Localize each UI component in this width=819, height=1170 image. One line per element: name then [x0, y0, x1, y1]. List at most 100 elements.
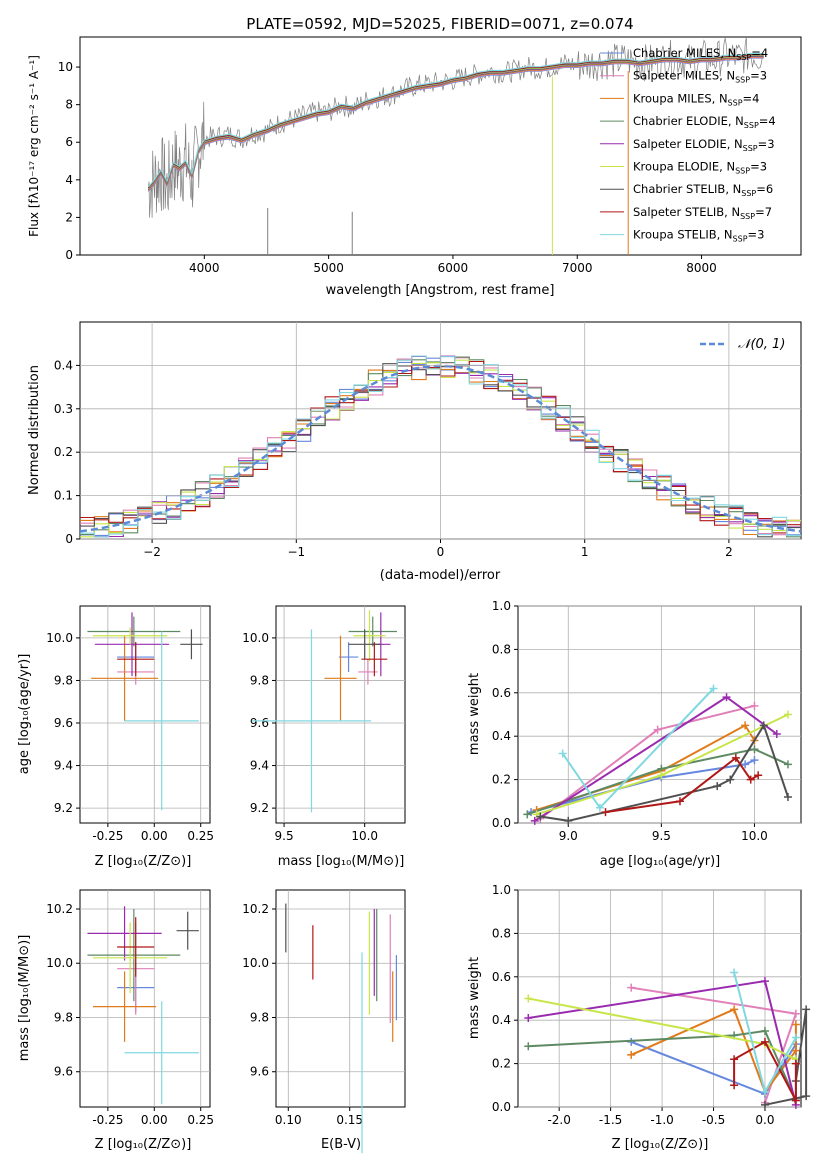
z-weight-panel: -2.0 -1.5 -1.0 -0.5 0.0 0.0 0.2 0.4 0.6 0.8 1.0 Z …: [467, 883, 811, 1152]
legend-label: Salpeter ELODIE, NSSP=3: [633, 137, 775, 153]
residuals-ylabel: Normed distribution: [27, 365, 42, 495]
weight-marker: [791, 1046, 800, 1055]
y-tick-label: 10.0: [242, 631, 269, 645]
x-tick-label: 5000: [313, 261, 344, 275]
weight-marker: [713, 782, 722, 791]
x-tick-label: 6000: [438, 261, 469, 275]
weight-marker: [750, 756, 759, 765]
y-tick-label: 9.6: [250, 1065, 269, 1079]
y-tick-label: 10.0: [46, 956, 73, 970]
x-tick-label: -0.5: [702, 1113, 725, 1127]
y-tick-label: 1.0: [492, 599, 511, 613]
x-tick-label: 9.0: [559, 829, 578, 843]
weight-marker: [760, 977, 769, 986]
y-tick-label: 9.2: [54, 801, 73, 815]
weight-marker: [726, 775, 735, 784]
y-tick-label: 10: [58, 60, 73, 74]
weight-marker: [709, 684, 718, 693]
weight-marker: [783, 710, 792, 719]
weight-marker: [791, 1033, 800, 1042]
y-tick-label: 0.6: [492, 970, 511, 984]
x-tick-label: 0.00: [141, 829, 168, 843]
x-tick-label: -0.25: [92, 1113, 123, 1127]
weight-marker: [802, 1005, 811, 1014]
y-tick-label: 10.2: [46, 902, 73, 916]
x-tick-label: 9.5: [275, 829, 294, 843]
ebv-mass-panel: 0.10 0.15 9.6 9.8 10.0 10.2 E(B-V): [242, 889, 406, 1154]
weight-marker: [722, 693, 731, 702]
legend-label: Salpeter MILES, NSSP=3: [633, 69, 767, 85]
spectrum-model-line: [147, 52, 764, 188]
age-weight-marks: 9.0 9.5 10.0 0.0 0.2 0.4 0.6 0.8 1.0: [492, 599, 801, 843]
spectrum-ylabel: Flux [fλ10⁻¹⁷ erg cm⁻² s⁻¹ A⁻¹]: [27, 55, 41, 237]
weight-marker: [731, 753, 740, 762]
weight-marker: [536, 812, 545, 821]
mass-age-marks: 9.5 10.0 9.2 9.4 9.6 9.8 10.0: [242, 606, 405, 843]
weight-marker: [627, 983, 636, 992]
legend-label: Chabrier MILES, NSSP=4: [633, 46, 768, 62]
weight-marker: [524, 994, 533, 1003]
weight-line: [764, 1009, 808, 1106]
y-tick-label: 9.2: [250, 801, 269, 815]
y-tick-label: 0.1: [54, 489, 73, 503]
legend-label: Chabrier ELODIE, NSSP=4: [633, 114, 776, 130]
x-tick-label: 10.0: [351, 829, 378, 843]
z-weight-xlabel: Z [log₁₀(Z/Z⊙)]: [612, 1137, 709, 1152]
weight-marker: [564, 816, 573, 825]
y-tick-label: 9.8: [54, 673, 73, 687]
x-tick-label: 0.15: [336, 1113, 363, 1127]
residuals-xlabel: (data-model)/error: [380, 568, 501, 583]
x-tick-label: -1.0: [650, 1113, 673, 1127]
weight-marker: [760, 1037, 769, 1046]
y-tick-label: 0.0: [492, 816, 511, 830]
x-tick-label: 0.10: [275, 1113, 302, 1127]
weight-marker: [653, 725, 662, 734]
y-tick-label: 0.8: [492, 926, 511, 940]
y-tick-label: 9.8: [54, 1010, 73, 1024]
y-tick-label: 0.3: [54, 402, 73, 416]
residual-axes: −2 −1 0 1 2 0 0.1 0.2 0.3 0.4: [54, 322, 801, 559]
z-mass-panel: -0.25 0.00 0.25 9.6 9.8 10.0 10.2 Z [log₁₀(Z/Z…: [17, 889, 214, 1152]
x-tick-label: 7000: [562, 261, 593, 275]
mass-age-xlabel: mass [log₁₀(M/M⊙)]: [278, 854, 405, 869]
legend-label: Salpeter STELIB, NSSP=7: [633, 205, 772, 221]
age-weight-xlabel: age [log₁₀(age/yr)]: [600, 854, 721, 869]
x-tick-label: 2: [725, 545, 733, 559]
y-tick-label: 0.4: [492, 729, 511, 743]
weight-marker: [791, 1096, 800, 1105]
spectrum-xlabel: wavelength [Angstrom, rest frame]: [326, 283, 555, 298]
weight-marker: [558, 749, 567, 758]
weight-marker: [754, 771, 763, 780]
x-tick-label: 9.5: [652, 829, 671, 843]
age-weight-ylabel: mass weight: [467, 673, 482, 755]
y-tick-label: 6: [65, 135, 73, 149]
weight-marker: [675, 797, 684, 806]
x-tick-label: -2.0: [547, 1113, 570, 1127]
weight-marker: [595, 803, 604, 812]
y-tick-label: 0.2: [54, 445, 73, 459]
z-weight-marks: -2.0 -1.5 -1.0 -0.5 0.0 0.0 0.2 0.4 0.6 0.8 1.0: [492, 883, 811, 1127]
y-tick-label: 9.8: [250, 1010, 269, 1024]
y-tick-label: 0.2: [492, 773, 511, 787]
x-tick-label: -1.5: [599, 1113, 622, 1127]
y-tick-label: 4: [65, 173, 73, 187]
y-tick-label: 2: [65, 210, 73, 224]
y-tick-label: 0: [65, 248, 73, 262]
x-tick-label: 1: [581, 545, 589, 559]
weight-line: [526, 748, 789, 816]
weight-marker: [730, 1005, 739, 1014]
x-tick-label: −1: [287, 545, 305, 559]
weight-marker: [746, 775, 755, 784]
weight-marker: [730, 1055, 739, 1064]
y-tick-label: 0.6: [492, 686, 511, 700]
weight-marker: [530, 816, 539, 825]
y-tick-label: 0.0: [492, 1100, 511, 1114]
residuals-panel: −2 −1 0 1 200.10.20.30.4 (data-model)/error …: [27, 321, 802, 583]
weight-marker: [750, 701, 759, 710]
weight-marker: [791, 1059, 800, 1068]
x-tick-label: −2: [143, 545, 161, 559]
y-tick-label: 9.6: [54, 716, 73, 730]
z-mass-xlabel: Z [log₁₀(Z/Z⊙)]: [95, 1137, 192, 1152]
spectrum-marks: [147, 37, 764, 255]
